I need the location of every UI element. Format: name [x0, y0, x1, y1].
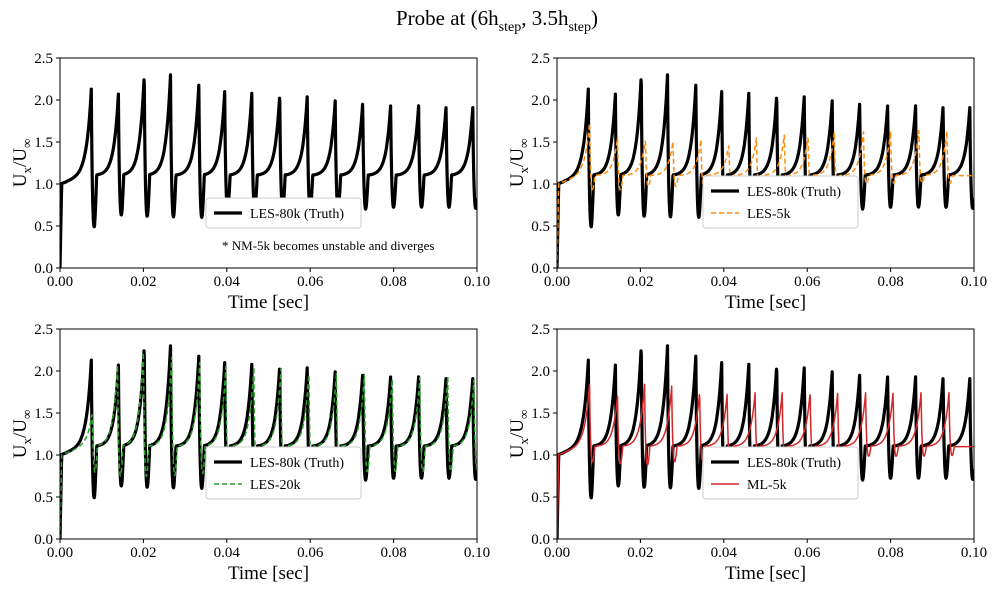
legend: LES-80k (Truth) ML-5k — [702, 446, 859, 500]
series-line-truth — [557, 344, 974, 539]
y-axis-label: Ux/U∞ — [10, 410, 34, 459]
x-tick-label: 0.10 — [961, 274, 987, 290]
legend-label: ML-5k — [747, 478, 787, 493]
panel-bottom-left: 0.00 0.02 0.04 0.06 0.08 0.10 0.0 0.5 1.0 1.5 2.0 2… — [10, 322, 490, 584]
legend-box — [702, 446, 859, 500]
legend-label: LES-5k — [747, 207, 791, 222]
series-line-model — [60, 351, 477, 539]
x-axis-label: Time [sec] — [228, 292, 309, 313]
y-axis-label: Ux/U∞ — [507, 410, 531, 459]
y-tick-label: 0.0 — [531, 532, 550, 548]
x-tick-label: 0.02 — [130, 274, 156, 290]
x-axis-label: Time [sec] — [725, 292, 806, 313]
y-tick-label: 2.5 — [531, 51, 550, 67]
y-tick-label: 1.0 — [531, 177, 550, 193]
x-tick-label: 0.06 — [794, 545, 821, 561]
series-line-truth — [557, 73, 974, 268]
y-tick-label: 1.0 — [531, 448, 550, 464]
x-axis-label: Time [sec] — [228, 563, 309, 584]
series-line-truth — [60, 344, 477, 539]
x-tick-label: 0.08 — [877, 274, 903, 290]
x-tick-label: 0.08 — [380, 545, 406, 561]
y-tick-label: 1.5 — [34, 406, 53, 422]
plot-frame — [59, 57, 478, 269]
x-tick-label: 0.06 — [297, 545, 324, 561]
legend-label: LES-20k — [250, 478, 301, 493]
x-tick-label: 0.04 — [214, 545, 241, 561]
series-line-model — [557, 383, 974, 539]
plot-frame — [556, 328, 975, 540]
series-line-truth — [60, 73, 477, 268]
legend: LES-80k (Truth) — [205, 197, 362, 229]
y-tick-label: 2.5 — [34, 51, 53, 67]
legend-box — [205, 197, 362, 229]
x-tick-label: 0.04 — [214, 274, 241, 290]
legend-label: LES-80k (Truth) — [747, 456, 841, 471]
x-tick-label: 0.04 — [711, 545, 738, 561]
x-tick-label: 0.00 — [47, 274, 73, 290]
panel-top-left: 0.00 0.02 0.04 0.06 0.08 0.10 0.0 0.5 1.0 1.5 2.0 2… — [10, 51, 490, 313]
legend: LES-80k (Truth) LES-5k — [702, 175, 859, 229]
plot-frame — [59, 328, 478, 540]
y-tick-label: 2.0 — [531, 364, 550, 380]
x-tick-label: 0.08 — [380, 274, 406, 290]
y-tick-label: 0.5 — [34, 219, 53, 235]
y-tick-label: 1.0 — [34, 177, 53, 193]
x-tick-label: 0.00 — [544, 545, 570, 561]
y-tick-label: 0.0 — [34, 532, 53, 548]
x-axis-label: Time [sec] — [725, 563, 806, 584]
y-tick-label: 2.0 — [34, 364, 53, 380]
x-tick-label: 0.04 — [711, 274, 738, 290]
y-axis-label: Ux/U∞ — [507, 139, 531, 188]
x-tick-label: 0.00 — [544, 274, 570, 290]
x-tick-label: 0.02 — [627, 545, 653, 561]
annotation-note: * NM-5k becomes unstable and diverges — [222, 238, 434, 253]
y-tick-label: 1.0 — [34, 448, 53, 464]
x-tick-label: 0.10 — [961, 545, 987, 561]
y-tick-label: 0.5 — [531, 490, 550, 506]
y-tick-label: 0.0 — [34, 261, 53, 277]
y-tick-label: 2.5 — [531, 322, 550, 338]
x-tick-label: 0.10 — [464, 274, 490, 290]
series-line-model — [557, 122, 974, 268]
panel-top-right: 0.00 0.02 0.04 0.06 0.08 0.10 0.0 0.5 1.0 1.5 2.0 2… — [507, 51, 987, 313]
plot-frame — [556, 57, 975, 269]
y-tick-label: 1.5 — [531, 135, 550, 151]
y-tick-label: 0.0 — [531, 261, 550, 277]
y-tick-label: 2.5 — [34, 322, 53, 338]
x-tick-label: 0.02 — [627, 274, 653, 290]
legend-label: LES-80k (Truth) — [250, 456, 344, 471]
legend-box — [205, 446, 362, 500]
y-axis-label: Ux/U∞ — [10, 139, 34, 188]
y-tick-label: 2.0 — [34, 93, 53, 109]
x-tick-label: 0.10 — [464, 545, 490, 561]
legend-label: LES-80k (Truth) — [747, 185, 841, 200]
x-tick-label: 0.02 — [130, 545, 156, 561]
y-tick-label: 1.5 — [531, 406, 550, 422]
x-tick-label: 0.00 — [47, 545, 73, 561]
legend: LES-80k (Truth) LES-20k — [205, 446, 362, 500]
legend-box — [702, 175, 859, 229]
x-tick-label: 0.06 — [794, 274, 821, 290]
x-tick-label: 0.08 — [877, 545, 903, 561]
legend-label: LES-80k (Truth) — [250, 207, 344, 222]
y-tick-label: 0.5 — [34, 490, 53, 506]
y-tick-label: 1.5 — [34, 135, 53, 151]
panel-bottom-right: 0.00 0.02 0.04 0.06 0.08 0.10 0.0 0.5 1.0 1.5 2.0 2… — [507, 322, 987, 584]
figure-title: Probe at (6hstep, 3.5hstep) — [396, 6, 598, 35]
y-tick-label: 2.0 — [531, 93, 550, 109]
y-tick-label: 0.5 — [531, 219, 550, 235]
x-tick-label: 0.06 — [297, 274, 324, 290]
